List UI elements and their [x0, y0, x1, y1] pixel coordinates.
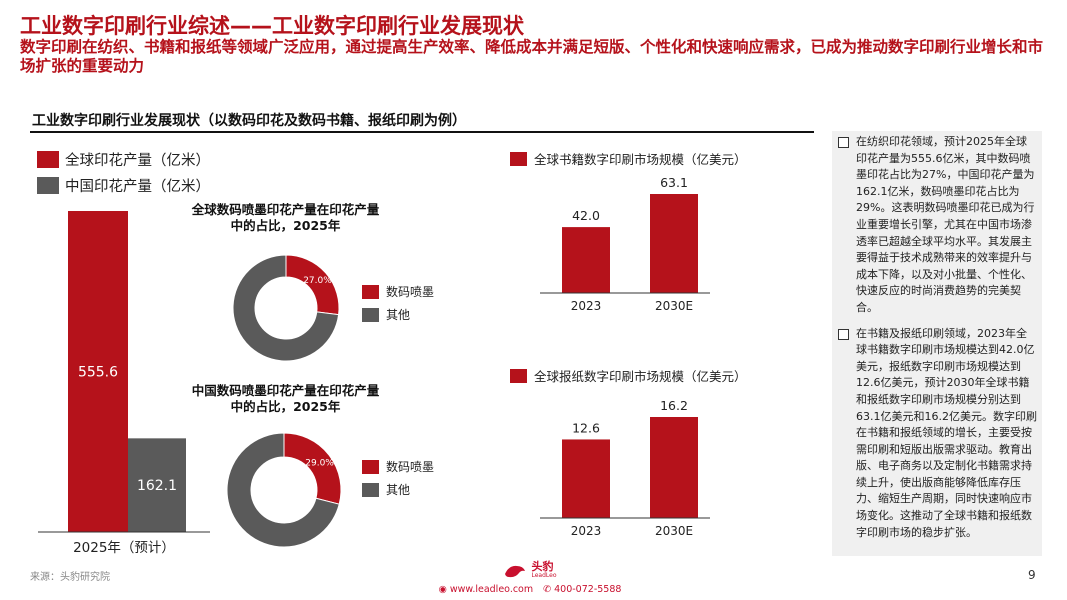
donut1-legend: 数码喷墨 其他: [362, 283, 434, 323]
legend-label: 中国印花产量（亿米）: [65, 179, 210, 195]
donut-slice-label: 27.0%: [303, 276, 332, 286]
brand-logo: 头豹 LeadLeo: [440, 560, 620, 580]
summary-panel: 在纺织印花领域，预计2025年全球印花产量为555.6亿米，其中数码喷墨印花占比…: [832, 131, 1042, 556]
donut1-slices: [232, 254, 340, 362]
legend-swatch-red: [362, 459, 379, 474]
legend-swatch-red: [362, 284, 379, 299]
bullet-text: 在书籍及报纸印刷领域，2023年全球书籍数字印刷市场规模达到42.0亿美元，报纸…: [856, 326, 1037, 539]
bar-value-label: 16.2: [660, 398, 688, 413]
x-tick-label: 2030E: [655, 299, 693, 313]
legend-item-digital: 数码喷墨: [362, 458, 434, 475]
phone-text-wrap: ✆ 400-072-5588: [543, 584, 621, 595]
legend-label: 全球书籍数字印刷市场规模（亿美元）: [534, 152, 747, 167]
section-divider: [30, 131, 814, 133]
legend-swatch-red: [510, 368, 527, 383]
section-heading: 工业数字印刷行业发展现状（以数码印花及数码书籍、报纸印刷为例）: [32, 113, 466, 129]
checkbox-bullet-icon: [838, 328, 849, 340]
page-title: 工业数字印刷行业综述——工业数字印刷行业发展现状: [20, 14, 524, 38]
legend-label: 数码喷墨: [386, 285, 435, 299]
bullet-text: 在纺织印花领域，预计2025年全球印花产量为555.6亿米，其中数码喷墨印花占比…: [856, 135, 1035, 314]
donut2-legend: 数码喷墨 其他: [362, 458, 434, 498]
legend-item-global: 全球印花产量（亿米）: [37, 149, 210, 170]
bar-newspaper-2023: [562, 439, 610, 518]
legend-swatch-red: [37, 151, 59, 168]
legend-label: 全球印花产量（亿米）: [65, 153, 210, 169]
legend-label: 数码喷墨: [386, 460, 435, 474]
checkbox-bullet-icon: [838, 137, 849, 148]
donut-slice-other: [232, 254, 340, 362]
legend-label: 全球报纸数字印刷市场规模（亿美元）: [534, 369, 747, 384]
logo-text: 头豹: [531, 560, 554, 573]
bar-value-label: 42.0: [572, 208, 600, 223]
bar-value-label: 162.1: [137, 478, 177, 494]
donut2-slices: [226, 432, 342, 548]
x-tick-label: 2023: [571, 299, 602, 313]
bar-books-2023: [562, 227, 610, 293]
contact-row: ◉ www.leadleo.com ✆ 400-072-5588: [439, 584, 622, 595]
summary-bullet: 在书籍及报纸印刷领域，2023年全球书籍数字印刷市场规模达到42.0亿美元，报纸…: [837, 326, 1037, 542]
logo-subtext: LeadLeo: [531, 572, 557, 579]
chart5-svg: 12.6 16.2 2023 2030E: [540, 398, 710, 538]
donut2-title: 中国数码喷墨印花产量在印花产量中的占比，2025年: [191, 383, 380, 414]
chart5-legend: 全球报纸数字印刷市场规模（亿美元）: [510, 366, 747, 385]
bar-value-label: 555.6: [78, 365, 118, 381]
bar-value-label: 12.6: [572, 420, 600, 435]
legend-swatch-red: [510, 151, 527, 166]
legend-swatch-gray: [362, 307, 379, 322]
summary-bullet: 在纺织印花领域，预计2025年全球印花产量为555.6亿米，其中数码喷墨印花占比…: [837, 134, 1037, 317]
website-link[interactable]: ◉ www.leadleo.com: [439, 584, 534, 595]
chart1-legend: 全球印花产量（亿米） 中国印花产量（亿米）: [37, 149, 210, 196]
legend-item-china: 中国印花产量（亿米）: [37, 175, 210, 196]
bar-china-2025: [128, 438, 186, 532]
phone-icon: ✆: [543, 584, 552, 595]
legend-item-digital: 数码喷墨: [362, 283, 434, 300]
donut-slice-other: [226, 432, 340, 548]
page-number: 9: [1028, 568, 1036, 582]
globe-icon: ◉: [438, 584, 447, 595]
legend-label: 其他: [386, 483, 411, 497]
legend-item-other: 其他: [362, 306, 434, 323]
x-tick-label: 2030E: [655, 524, 693, 538]
page-subtitle: 数字印刷在纺织、书籍和报纸等领域广泛应用，通过提高生产效率、降低成本并满足短版、…: [20, 38, 1044, 75]
legend-label: 其他: [386, 308, 411, 322]
website-text: www.leadleo.com: [449, 584, 534, 595]
legend-swatch-gray: [37, 177, 59, 194]
donut-slice-label: 29.0%: [305, 458, 334, 468]
source-note: 来源：头豹研究院: [30, 572, 110, 583]
bar-global-2025: [68, 211, 128, 532]
bar-newspaper-2030e: [650, 417, 698, 518]
donut1-svg: 27.0%: [232, 254, 340, 362]
bar-value-label: 63.1: [660, 175, 688, 190]
x-tick-label: 2023: [571, 524, 602, 538]
x-tick-label: 2025年（预计）: [73, 540, 175, 556]
chart4-svg: 42.0 63.1 2023 2030E: [540, 175, 710, 313]
legend-swatch-gray: [362, 482, 379, 497]
donut1-title: 全球数码喷墨印花产量在印花产量中的占比，2025年: [191, 202, 380, 233]
leopard-logo-icon: [505, 565, 526, 578]
donut2-svg: 29.0%: [226, 432, 342, 548]
bar-books-2030e: [650, 194, 698, 293]
phone-text: 400-072-5588: [554, 584, 622, 595]
chart4-legend: 全球书籍数字印刷市场规模（亿美元）: [510, 149, 747, 168]
chart1-svg: 555.6 162.1 2025年（预计）: [38, 211, 210, 556]
legend-item-other: 其他: [362, 481, 434, 498]
footer-brand: 头豹 LeadLeo ◉ www.leadleo.com ✆ 400-072-5…: [439, 560, 622, 595]
donut-slice-digital: [283, 432, 342, 505]
